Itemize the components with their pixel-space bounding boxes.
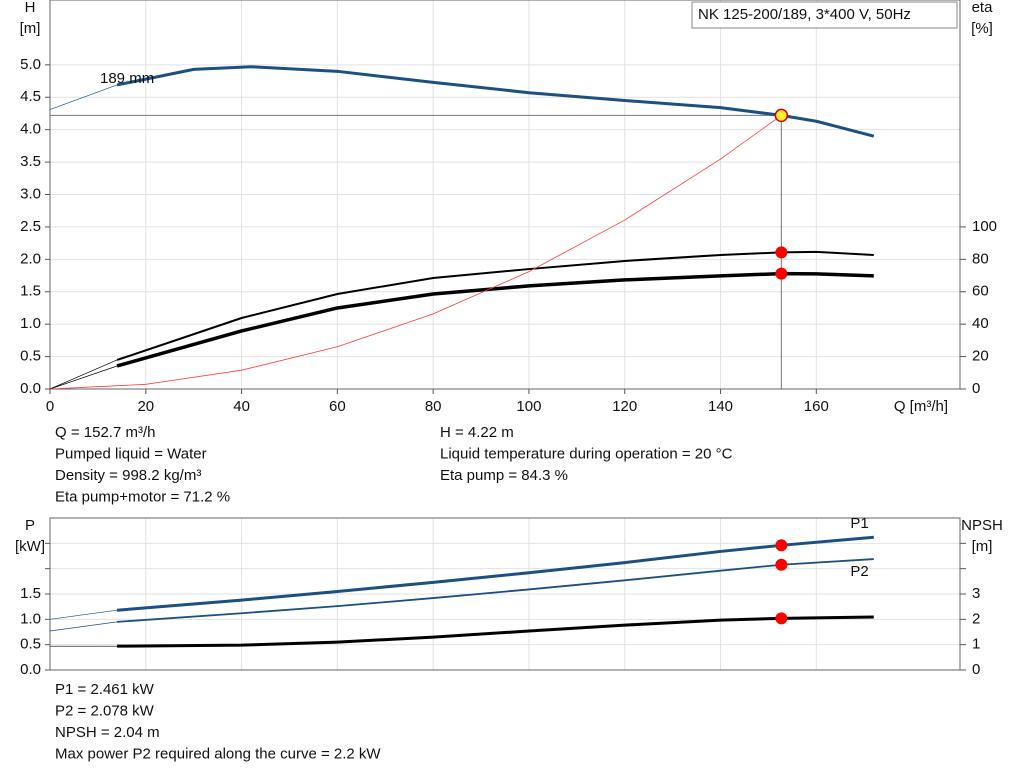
operating-point: [775, 558, 788, 571]
curve: [49, 359, 118, 390]
info-text: Max power P2 required along the curve = …: [55, 745, 381, 762]
curve: [116, 250, 874, 361]
operating-point: [774, 108, 789, 123]
y-tick-label: 4.0: [20, 121, 41, 138]
curve: [116, 535, 874, 612]
y2-tick-label: 1: [972, 636, 980, 653]
y-tick-label: 1.0: [20, 610, 41, 627]
y2-tick-label: 60: [972, 283, 989, 300]
curve: [116, 65, 875, 138]
y-axis-unit: [m]: [20, 20, 41, 37]
operating-point: [775, 267, 788, 280]
y-axis-label: P: [25, 517, 35, 534]
y-tick-label: 4.5: [20, 88, 41, 105]
x-tick-label: 60: [329, 398, 346, 415]
y-tick-label: 5.0: [20, 56, 41, 73]
x-tick-label: 20: [137, 398, 154, 415]
x-tick-label: 140: [708, 398, 733, 415]
y2-axis-unit: [%]: [971, 20, 993, 37]
y2-tick-label: 80: [972, 250, 989, 267]
curve: [49, 621, 118, 632]
info-text: Pumped liquid = Water: [55, 445, 207, 462]
curve: [49, 365, 118, 390]
operating-point: [775, 612, 788, 625]
y-tick-label: 3.0: [20, 185, 41, 202]
x-tick-label: 160: [804, 398, 829, 415]
y2-tick-label: 20: [972, 348, 989, 365]
y-tick-label: 0.0: [20, 380, 41, 397]
y-axis-label: H: [25, 0, 36, 16]
y-tick-label: 0.5: [20, 348, 41, 365]
y2-axis-label: NPSH: [961, 517, 1003, 534]
operating-point: [775, 539, 788, 552]
y-tick-label: 1.5: [20, 283, 41, 300]
curve: [116, 271, 874, 368]
x-tick-label: 0: [46, 398, 54, 415]
x-axis-label: Q [m³/h]: [894, 398, 948, 415]
curve-label: P1: [850, 515, 868, 532]
y-tick-label: 1.5: [20, 585, 41, 602]
info-text: P1 = 2.461 kW: [55, 681, 155, 698]
y-tick-label: 1.0: [20, 315, 41, 332]
curve-label: 189 mm: [100, 70, 154, 87]
curve: [117, 615, 874, 648]
curve: [49, 115, 782, 390]
title-box: [691, 1, 958, 29]
curve: [49, 84, 118, 110]
info-text: Liquid temperature during operation = 20…: [440, 445, 733, 462]
y-tick-label: 0.5: [20, 636, 41, 653]
info-text: P2 = 2.078 kW: [55, 702, 155, 719]
y2-tick-label: 100: [972, 218, 997, 235]
y2-axis-label: eta: [972, 0, 994, 16]
y2-axis-unit: [m]: [972, 538, 993, 555]
operating-point: [775, 246, 788, 259]
x-tick-label: 80: [425, 398, 442, 415]
info-text: H = 4.22 m: [440, 424, 514, 441]
info-text: Density = 998.2 kg/m³: [55, 467, 201, 484]
x-tick-label: 120: [612, 398, 637, 415]
y-tick-label: 2.0: [20, 250, 41, 267]
y-axis-unit: [kW]: [15, 538, 45, 555]
plot-frame: [49, 0, 961, 390]
info-text: Eta pump = 84.3 %: [440, 467, 568, 484]
y2-tick-label: 0: [972, 661, 980, 678]
x-tick-label: 100: [516, 398, 541, 415]
curve-label: P2: [850, 563, 868, 580]
x-tick-label: 40: [233, 398, 250, 415]
y-tick-label: 0.0: [20, 661, 41, 678]
y-tick-label: 3.5: [20, 153, 41, 170]
info-text: Q = 152.7 m³/h: [55, 424, 155, 441]
chart-title: NK 125-200/189, 3*400 V, 50Hz: [698, 6, 911, 23]
y2-tick-label: 0: [972, 380, 980, 397]
plot-frame: [49, 517, 961, 671]
info-text: NPSH = 2.04 m: [55, 724, 160, 741]
y2-tick-label: 40: [972, 315, 989, 332]
y-tick-label: 2.5: [20, 218, 41, 235]
info-text: Eta pump+motor = 71.2 %: [55, 488, 230, 505]
y2-tick-label: 3: [972, 585, 980, 602]
curve: [116, 558, 874, 623]
curve: [49, 609, 118, 620]
y2-tick-label: 2: [972, 610, 980, 627]
